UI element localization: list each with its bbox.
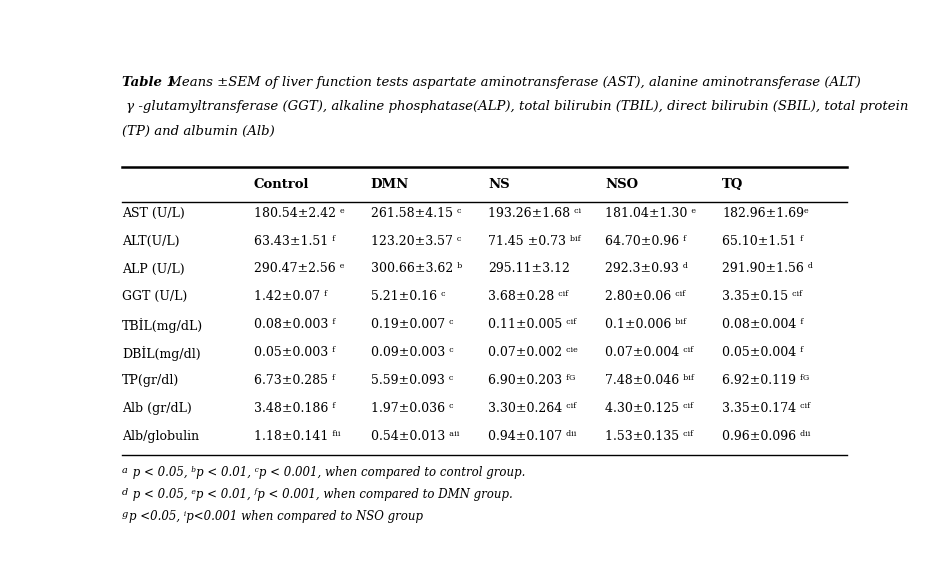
Text: 295.11±3.12: 295.11±3.12: [487, 263, 569, 275]
Text: 0.08±0.004 ᶠ: 0.08±0.004 ᶠ: [721, 319, 802, 331]
Text: TQ: TQ: [721, 178, 743, 191]
Text: p < 0.05, ᵇp < 0.01, ᶜp < 0.001, when compared to control group.: p < 0.05, ᵇp < 0.01, ᶜp < 0.001, when co…: [129, 465, 525, 479]
Text: 261.58±4.15 ᶜ: 261.58±4.15 ᶜ: [370, 207, 461, 219]
Text: 65.10±1.51 ᶠ: 65.10±1.51 ᶠ: [721, 234, 802, 248]
Text: 64.70±0.96 ᶠ: 64.70±0.96 ᶠ: [604, 234, 685, 248]
Text: 0.11±0.005 ᶜⁱᶠ: 0.11±0.005 ᶜⁱᶠ: [487, 319, 576, 331]
Text: 123.20±3.57 ᶜ: 123.20±3.57 ᶜ: [370, 234, 461, 248]
Text: d: d: [122, 488, 127, 497]
Text: 7.48±0.046 ᵇⁱᶠ: 7.48±0.046 ᵇⁱᶠ: [604, 374, 693, 387]
Text: 5.59±0.093 ᶜ: 5.59±0.093 ᶜ: [370, 374, 452, 387]
Text: (TP) and albumin (Alb): (TP) and albumin (Alb): [122, 124, 275, 138]
Text: 0.1±0.006 ᵇⁱᶠ: 0.1±0.006 ᵇⁱᶠ: [604, 319, 685, 331]
Text: 300.66±3.62 ᵇ: 300.66±3.62 ᵇ: [370, 263, 462, 275]
Text: 0.05±0.003 ᶠ: 0.05±0.003 ᶠ: [253, 346, 334, 359]
Text: ALT(U/L): ALT(U/L): [122, 234, 179, 248]
Text: 3.35±0.15 ᶜⁱᶠ: 3.35±0.15 ᶜⁱᶠ: [721, 290, 801, 304]
Text: 6.73±0.285 ᶠ: 6.73±0.285 ᶠ: [253, 374, 334, 387]
Text: Alb (gr/dL): Alb (gr/dL): [122, 402, 192, 415]
Text: 1.18±0.141 ᶠⁱⁱ: 1.18±0.141 ᶠⁱⁱ: [253, 430, 340, 443]
Text: 4.30±0.125 ᶜⁱᶠ: 4.30±0.125 ᶜⁱᶠ: [604, 402, 692, 415]
Text: NSO: NSO: [604, 178, 637, 191]
Text: TP(gr/dl): TP(gr/dl): [122, 374, 178, 387]
Text: Control: Control: [253, 178, 309, 191]
Text: 1.42±0.07 ᶠ: 1.42±0.07 ᶠ: [253, 290, 327, 304]
Text: 0.96±0.096 ᵈⁱⁱ: 0.96±0.096 ᵈⁱⁱ: [721, 430, 810, 443]
Text: 0.94±0.107 ᵈⁱⁱ: 0.94±0.107 ᵈⁱⁱ: [487, 430, 576, 443]
Text: Table 1.: Table 1.: [122, 76, 180, 89]
Text: 180.54±2.42 ᵉ: 180.54±2.42 ᵉ: [253, 207, 345, 219]
Text: 2.80±0.06 ᶜⁱᶠ: 2.80±0.06 ᶜⁱᶠ: [604, 290, 684, 304]
Text: 290.47±2.56 ᵉ: 290.47±2.56 ᵉ: [253, 263, 344, 275]
Text: DMN: DMN: [370, 178, 409, 191]
Text: 3.35±0.174 ᶜⁱᶠ: 3.35±0.174 ᶜⁱᶠ: [721, 402, 809, 415]
Text: 193.26±1.68 ᶜⁱ: 193.26±1.68 ᶜⁱ: [487, 207, 581, 219]
Text: 6.92±0.119 ᶠᴳ: 6.92±0.119 ᶠᴳ: [721, 374, 809, 387]
Text: TBİL(mg/dL): TBİL(mg/dL): [122, 319, 203, 334]
Text: GGT (U/L): GGT (U/L): [122, 290, 187, 304]
Text: DBİL(mg/dl): DBİL(mg/dl): [122, 346, 200, 361]
Text: 71.45 ±0.73 ᵇⁱᶠ: 71.45 ±0.73 ᵇⁱᶠ: [487, 234, 580, 248]
Text: 3.68±0.28 ᶜⁱᶠ: 3.68±0.28 ᶜⁱᶠ: [487, 290, 567, 304]
Text: a: a: [122, 465, 127, 475]
Text: p <0.05, ⁱp<0.001 when compared to NSO group: p <0.05, ⁱp<0.001 when compared to NSO g…: [129, 510, 423, 523]
Text: 3.30±0.264 ᶜⁱᶠ: 3.30±0.264 ᶜⁱᶠ: [487, 402, 576, 415]
Text: 0.08±0.003 ᶠ: 0.08±0.003 ᶠ: [253, 319, 334, 331]
Text: g: g: [122, 510, 127, 519]
Text: 291.90±1.56 ᵈ: 291.90±1.56 ᵈ: [721, 263, 813, 275]
Text: 0.09±0.003 ᶜ: 0.09±0.003 ᶜ: [370, 346, 453, 359]
Text: 0.54±0.013 ᵃⁱⁱ: 0.54±0.013 ᵃⁱⁱ: [370, 430, 459, 443]
Text: 0.07±0.004 ᶜⁱᶠ: 0.07±0.004 ᶜⁱᶠ: [604, 346, 693, 359]
Text: γ -glutamyltransferase (GGT), alkaline phosphatase(ALP), total bilirubin (TBIL),: γ -glutamyltransferase (GGT), alkaline p…: [122, 100, 907, 113]
Text: 3.48±0.186 ᶠ: 3.48±0.186 ᶠ: [253, 402, 334, 415]
Text: 63.43±1.51 ᶠ: 63.43±1.51 ᶠ: [253, 234, 334, 248]
Text: NS: NS: [487, 178, 509, 191]
Text: 6.90±0.203 ᶠᴳ: 6.90±0.203 ᶠᴳ: [487, 374, 575, 387]
Text: 0.19±0.007 ᶜ: 0.19±0.007 ᶜ: [370, 319, 453, 331]
Text: 5.21±0.16 ᶜ: 5.21±0.16 ᶜ: [370, 290, 445, 304]
Text: Means ±SEM of liver function tests aspartate aminotransferase (AST), alanine ami: Means ±SEM of liver function tests aspar…: [163, 76, 859, 89]
Text: 181.04±1.30 ᵉ: 181.04±1.30 ᵉ: [604, 207, 696, 219]
Text: ALP (U/L): ALP (U/L): [122, 263, 184, 275]
Text: 1.53±0.135 ᶜⁱᶠ: 1.53±0.135 ᶜⁱᶠ: [604, 430, 692, 443]
Text: 0.07±0.002 ᶜⁱᵉ: 0.07±0.002 ᶜⁱᵉ: [487, 346, 578, 359]
Text: 0.05±0.004 ᶠ: 0.05±0.004 ᶠ: [721, 346, 802, 359]
Text: AST (U/L): AST (U/L): [122, 207, 184, 219]
Text: 1.97±0.036 ᶜ: 1.97±0.036 ᶜ: [370, 402, 453, 415]
Text: 292.3±0.93 ᵈ: 292.3±0.93 ᵈ: [604, 263, 687, 275]
Text: p < 0.05, ᵉp < 0.01, ᶠp < 0.001, when compared to DMN group.: p < 0.05, ᵉp < 0.01, ᶠp < 0.001, when co…: [129, 488, 513, 501]
Text: 182.96±1.69ᵉ: 182.96±1.69ᵉ: [721, 207, 808, 219]
Text: Alb/globulin: Alb/globulin: [122, 430, 198, 443]
